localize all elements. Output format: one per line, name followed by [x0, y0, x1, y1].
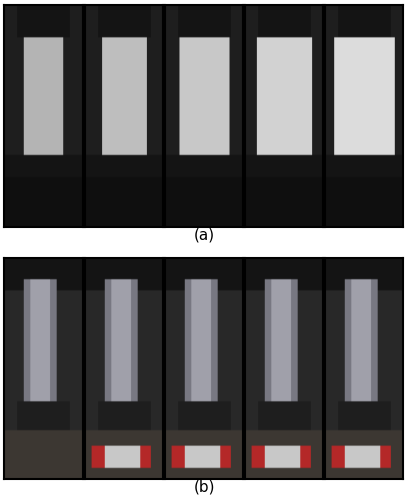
Text: (a): (a): [193, 227, 215, 242]
Text: (b): (b): [193, 480, 215, 494]
